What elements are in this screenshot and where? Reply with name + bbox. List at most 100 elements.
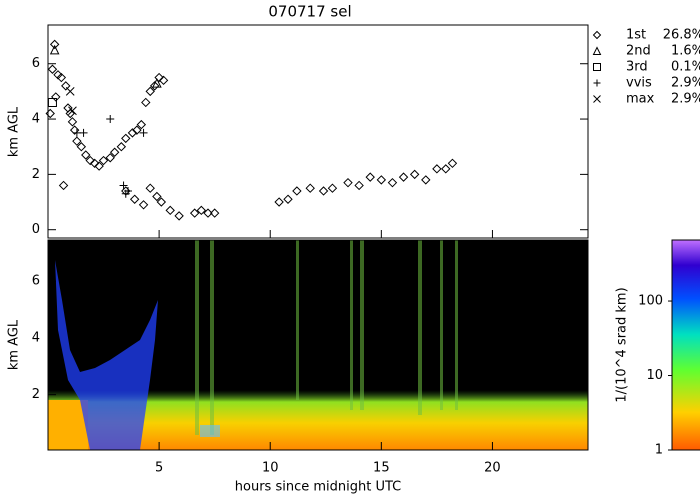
legend-share: 2.9%: [671, 76, 700, 91]
point: [121, 133, 131, 144]
point: [58, 180, 69, 191]
legend-share: 1.6%: [671, 44, 700, 59]
point: [398, 172, 409, 182]
point: [152, 77, 162, 88]
point: [69, 125, 80, 135]
x-axis-label: hours since midnight UTC: [235, 480, 401, 495]
point: [81, 150, 91, 160]
x-tick-label: 5: [155, 461, 163, 476]
point: [67, 117, 78, 127]
legend-label: 3rd: [626, 60, 648, 75]
legend-marker: [592, 46, 602, 55]
point: [61, 81, 71, 91]
point: [376, 175, 387, 185]
point: [72, 136, 82, 146]
legend-label: max: [626, 92, 655, 107]
legend-share: 2.9%: [671, 92, 700, 107]
point: [132, 125, 142, 135]
point: [116, 142, 127, 152]
point: [203, 208, 213, 218]
colorbar-label: 1/(10^4 srad km): [615, 287, 630, 402]
point: [149, 81, 160, 91]
y-axis-label: km AGL: [7, 106, 22, 157]
point: [65, 87, 75, 96]
point: [409, 169, 420, 180]
point: [145, 183, 155, 193]
x-tick-label: 10: [262, 461, 279, 476]
point: [49, 39, 60, 50]
point: [158, 75, 169, 86]
point: [327, 183, 338, 193]
point: [305, 183, 315, 193]
point: [47, 64, 58, 74]
point: [89, 158, 100, 169]
point: [47, 97, 57, 107]
point: [174, 211, 184, 221]
point: [292, 186, 302, 196]
point: [76, 142, 87, 152]
point: [274, 197, 284, 207]
legend-label: 1st: [626, 28, 646, 43]
y-tick-label: 4: [32, 112, 40, 127]
point: [109, 147, 120, 157]
point: [129, 194, 140, 204]
point: [68, 106, 77, 116]
point: [56, 72, 67, 83]
bottom-frame: [47, 239, 589, 451]
legend-marker: [593, 63, 601, 71]
point: [127, 128, 138, 138]
point: [105, 153, 115, 163]
chart-title: 070717 sel: [268, 3, 351, 21]
point: [152, 191, 162, 202]
point: [51, 92, 61, 102]
backscatter-image: [48, 240, 588, 450]
point: [189, 208, 200, 218]
point: [138, 200, 149, 210]
legend-marker: [593, 79, 601, 87]
point: [447, 158, 458, 169]
legend-label: vvis: [626, 76, 652, 91]
legend-share: 26.8%: [663, 28, 700, 43]
point: [154, 72, 164, 83]
point: [354, 180, 364, 191]
legend-marker: [592, 30, 602, 40]
legend-label: 2nd: [626, 44, 651, 59]
point: [94, 161, 104, 171]
y-axis-label: km AGL: [7, 319, 22, 370]
point: [139, 128, 148, 137]
y-tick-label: 2: [32, 167, 40, 182]
point: [421, 175, 431, 185]
point: [156, 197, 167, 207]
legend-share: 0.1%: [671, 60, 700, 75]
point: [365, 172, 375, 182]
y-tick-label: 4: [32, 330, 40, 345]
point: [65, 108, 75, 119]
point: [98, 155, 109, 166]
point: [387, 177, 398, 188]
point: [283, 194, 293, 204]
x-tick-label: 20: [484, 461, 501, 476]
point: [165, 205, 175, 216]
legend-marker: [593, 95, 601, 103]
point: [124, 186, 132, 195]
point: [141, 97, 151, 108]
point: [119, 181, 128, 190]
point: [45, 108, 55, 119]
y-tick-label: 6: [32, 56, 40, 71]
point: [343, 177, 353, 188]
y-tick-label: 6: [32, 274, 40, 289]
point: [432, 164, 442, 174]
point: [318, 186, 329, 196]
y-tick-label: 0: [32, 222, 40, 237]
point: [85, 155, 95, 166]
top-frame: [47, 24, 589, 239]
point: [209, 208, 220, 218]
point: [79, 128, 88, 137]
point: [49, 44, 60, 55]
colorbar-tick-label: 1: [655, 443, 663, 458]
point: [106, 115, 115, 124]
y-tick-label: 2: [32, 387, 40, 402]
colorbar: [671, 239, 700, 451]
x-tick-label: 15: [373, 461, 390, 476]
